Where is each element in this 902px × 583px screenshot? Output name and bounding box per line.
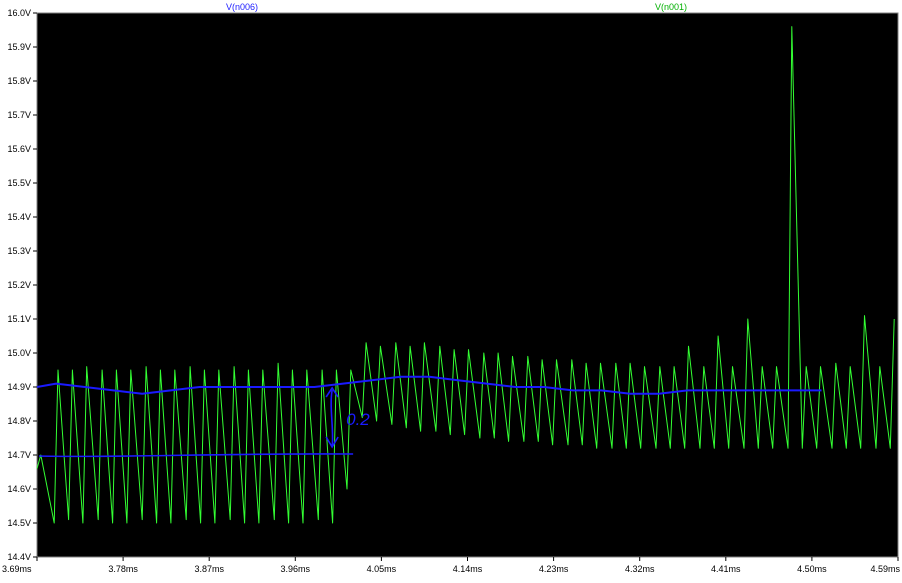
x-tick-label: 4.32ms <box>625 564 655 574</box>
y-tick-label: 15.1V <box>7 314 31 324</box>
series-line-vn001[interactable] <box>36 26 895 524</box>
y-tick-label: 15.5V <box>7 178 31 188</box>
y-tick-label: 16.0V <box>7 8 31 18</box>
annotation-layer: 0.2 <box>38 386 370 458</box>
annotation-span-line <box>330 389 334 448</box>
plot-area[interactable] <box>36 12 899 558</box>
legend-layer: V(n006) V(n001) <box>226 2 687 12</box>
y-tick-label: 14.7V <box>7 450 31 460</box>
legend-entry[interactable]: V(n006) <box>226 2 258 12</box>
x-tick-label: 4.50ms <box>797 564 827 574</box>
x-tick-label: 4.23ms <box>539 564 569 574</box>
y-tick-label: 15.6V <box>7 144 31 154</box>
y-tick-label: 15.2V <box>7 280 31 290</box>
annotation-arrowhead-up <box>325 386 339 398</box>
series-line-vn006[interactable] <box>36 375 822 395</box>
y-tick-label: 14.8V <box>7 416 31 426</box>
legend-entry[interactable]: V(n001) <box>655 2 687 12</box>
x-tick-label: 4.59ms <box>870 564 900 574</box>
y-tick-label: 14.5V <box>7 518 31 528</box>
annotation-label: 0.2 <box>346 410 370 429</box>
y-tick-label: 15.4V <box>7 212 31 222</box>
y-tick-label: 14.4V <box>7 552 31 562</box>
y-tick-label: 14.6V <box>7 484 31 494</box>
annotation-arrowhead-down <box>325 436 339 449</box>
x-tick-label: 4.05ms <box>367 564 397 574</box>
x-tick-label: 4.14ms <box>453 564 483 574</box>
y-tick-label: 15.8V <box>7 76 31 86</box>
y-tick-label: 14.9V <box>7 382 31 392</box>
x-tick-label: 3.78ms <box>108 564 138 574</box>
x-tick-label: 3.87ms <box>194 564 224 574</box>
series-layer <box>36 26 895 524</box>
annotation-baseline <box>38 453 354 458</box>
y-tick-label: 15.7V <box>7 110 31 120</box>
y-tick-label: 15.9V <box>7 42 31 52</box>
axis-layer: 14.4V 14.5V 14.6V 14.7V 14.8V 14.9V 15.0V 15.1V… <box>2 8 900 574</box>
y-tick-label: 15.3V <box>7 246 31 256</box>
y-tick-label: 15.0V <box>7 348 31 358</box>
x-tick-label: 3.69ms <box>2 564 32 574</box>
x-tick-label: 4.41ms <box>711 564 741 574</box>
x-tick-label: 3.96ms <box>281 564 311 574</box>
